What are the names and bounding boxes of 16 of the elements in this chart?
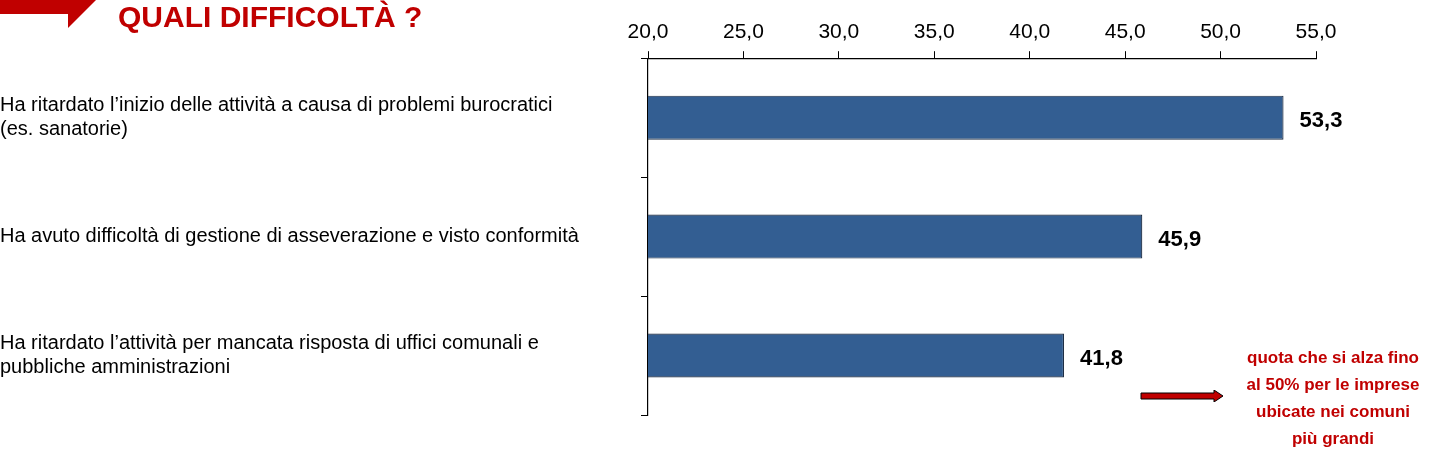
x-tick-label: 40,0 — [1009, 19, 1051, 43]
data-label: 45,9 — [1158, 225, 1202, 251]
x-tick-label: 20,0 — [627, 19, 669, 43]
x-tick-label: 35,0 — [913, 19, 955, 43]
x-tick-label: 30,0 — [818, 19, 860, 43]
x-tick-label: 45,0 — [1104, 19, 1146, 43]
x-tick-label: 25,0 — [722, 19, 764, 43]
annotation: quota che si alza fino al 50% per le imprese ubicate nei comuni più grandi — [1246, 347, 1420, 448]
y-tick-label: Ha ritardato l’inizio delle attività a causa di problemi burocratici (es. sanatorie) — [0, 93, 553, 140]
data-label: 53,3 — [1299, 106, 1343, 132]
y-tick-label: Ha avuto difficoltà di gestione di asseverazione e visto conformità — [0, 224, 580, 247]
x-tick-label: 50,0 — [1200, 19, 1242, 43]
data-label: 41,8 — [1080, 344, 1123, 370]
text: QUALI DIFFICOLTÀ ? — [118, 0, 423, 34]
x-tick-label: 55,0 — [1295, 19, 1337, 43]
y-tick-label: Ha ritardato l’attività per mancata risposta di uffici comunali e pubbliche amministrazioni — [0, 331, 539, 378]
